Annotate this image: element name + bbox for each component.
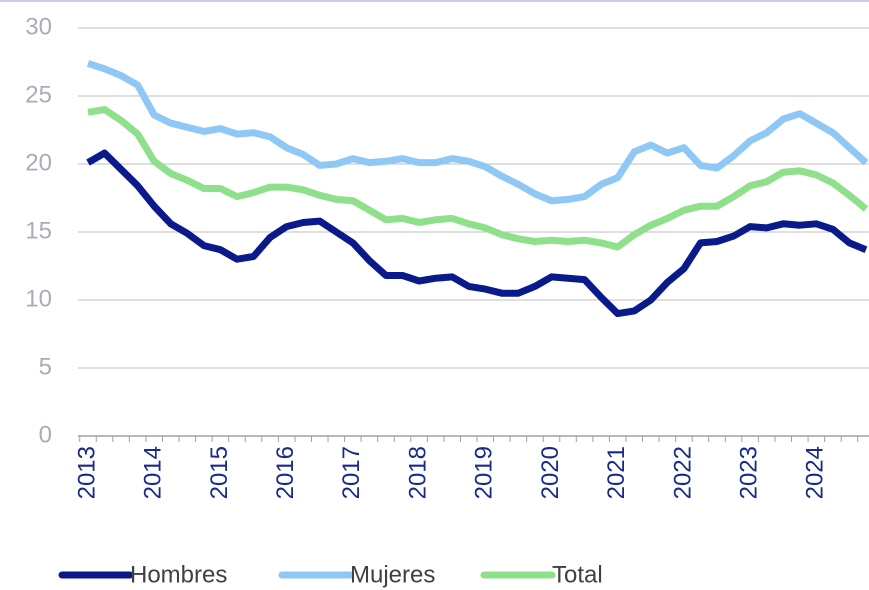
y-tick-label: 0 <box>39 421 52 448</box>
x-tick-label: 2016 <box>272 446 299 499</box>
legend-label: Hombres <box>130 561 227 588</box>
y-tick-label: 5 <box>39 353 52 380</box>
x-tick-label: 2018 <box>404 446 431 499</box>
x-tick-label: 2021 <box>603 446 630 499</box>
y-tick-label: 25 <box>25 81 52 108</box>
x-tick-label: 2024 <box>802 446 829 499</box>
x-tick-label: 2020 <box>537 446 564 499</box>
y-tick-label: 30 <box>25 13 52 40</box>
x-tick-label: 2017 <box>338 446 365 499</box>
series-line <box>87 106 869 251</box>
x-tick-label: 2014 <box>140 446 167 499</box>
x-tick-label: 2019 <box>471 446 498 499</box>
x-tick-label: 2013 <box>73 446 100 499</box>
legend-label: Mujeres <box>350 561 435 588</box>
series-line <box>86 149 868 318</box>
y-tick-label: 20 <box>25 149 52 176</box>
x-tick-label: 2022 <box>669 446 696 499</box>
y-tick-label: 15 <box>25 217 52 244</box>
y-tick-label: 10 <box>25 285 52 312</box>
series-line <box>86 60 869 205</box>
x-tick-label: 2023 <box>735 446 762 499</box>
legend-label: Total <box>552 561 603 588</box>
x-tick-label: 2015 <box>206 446 233 499</box>
